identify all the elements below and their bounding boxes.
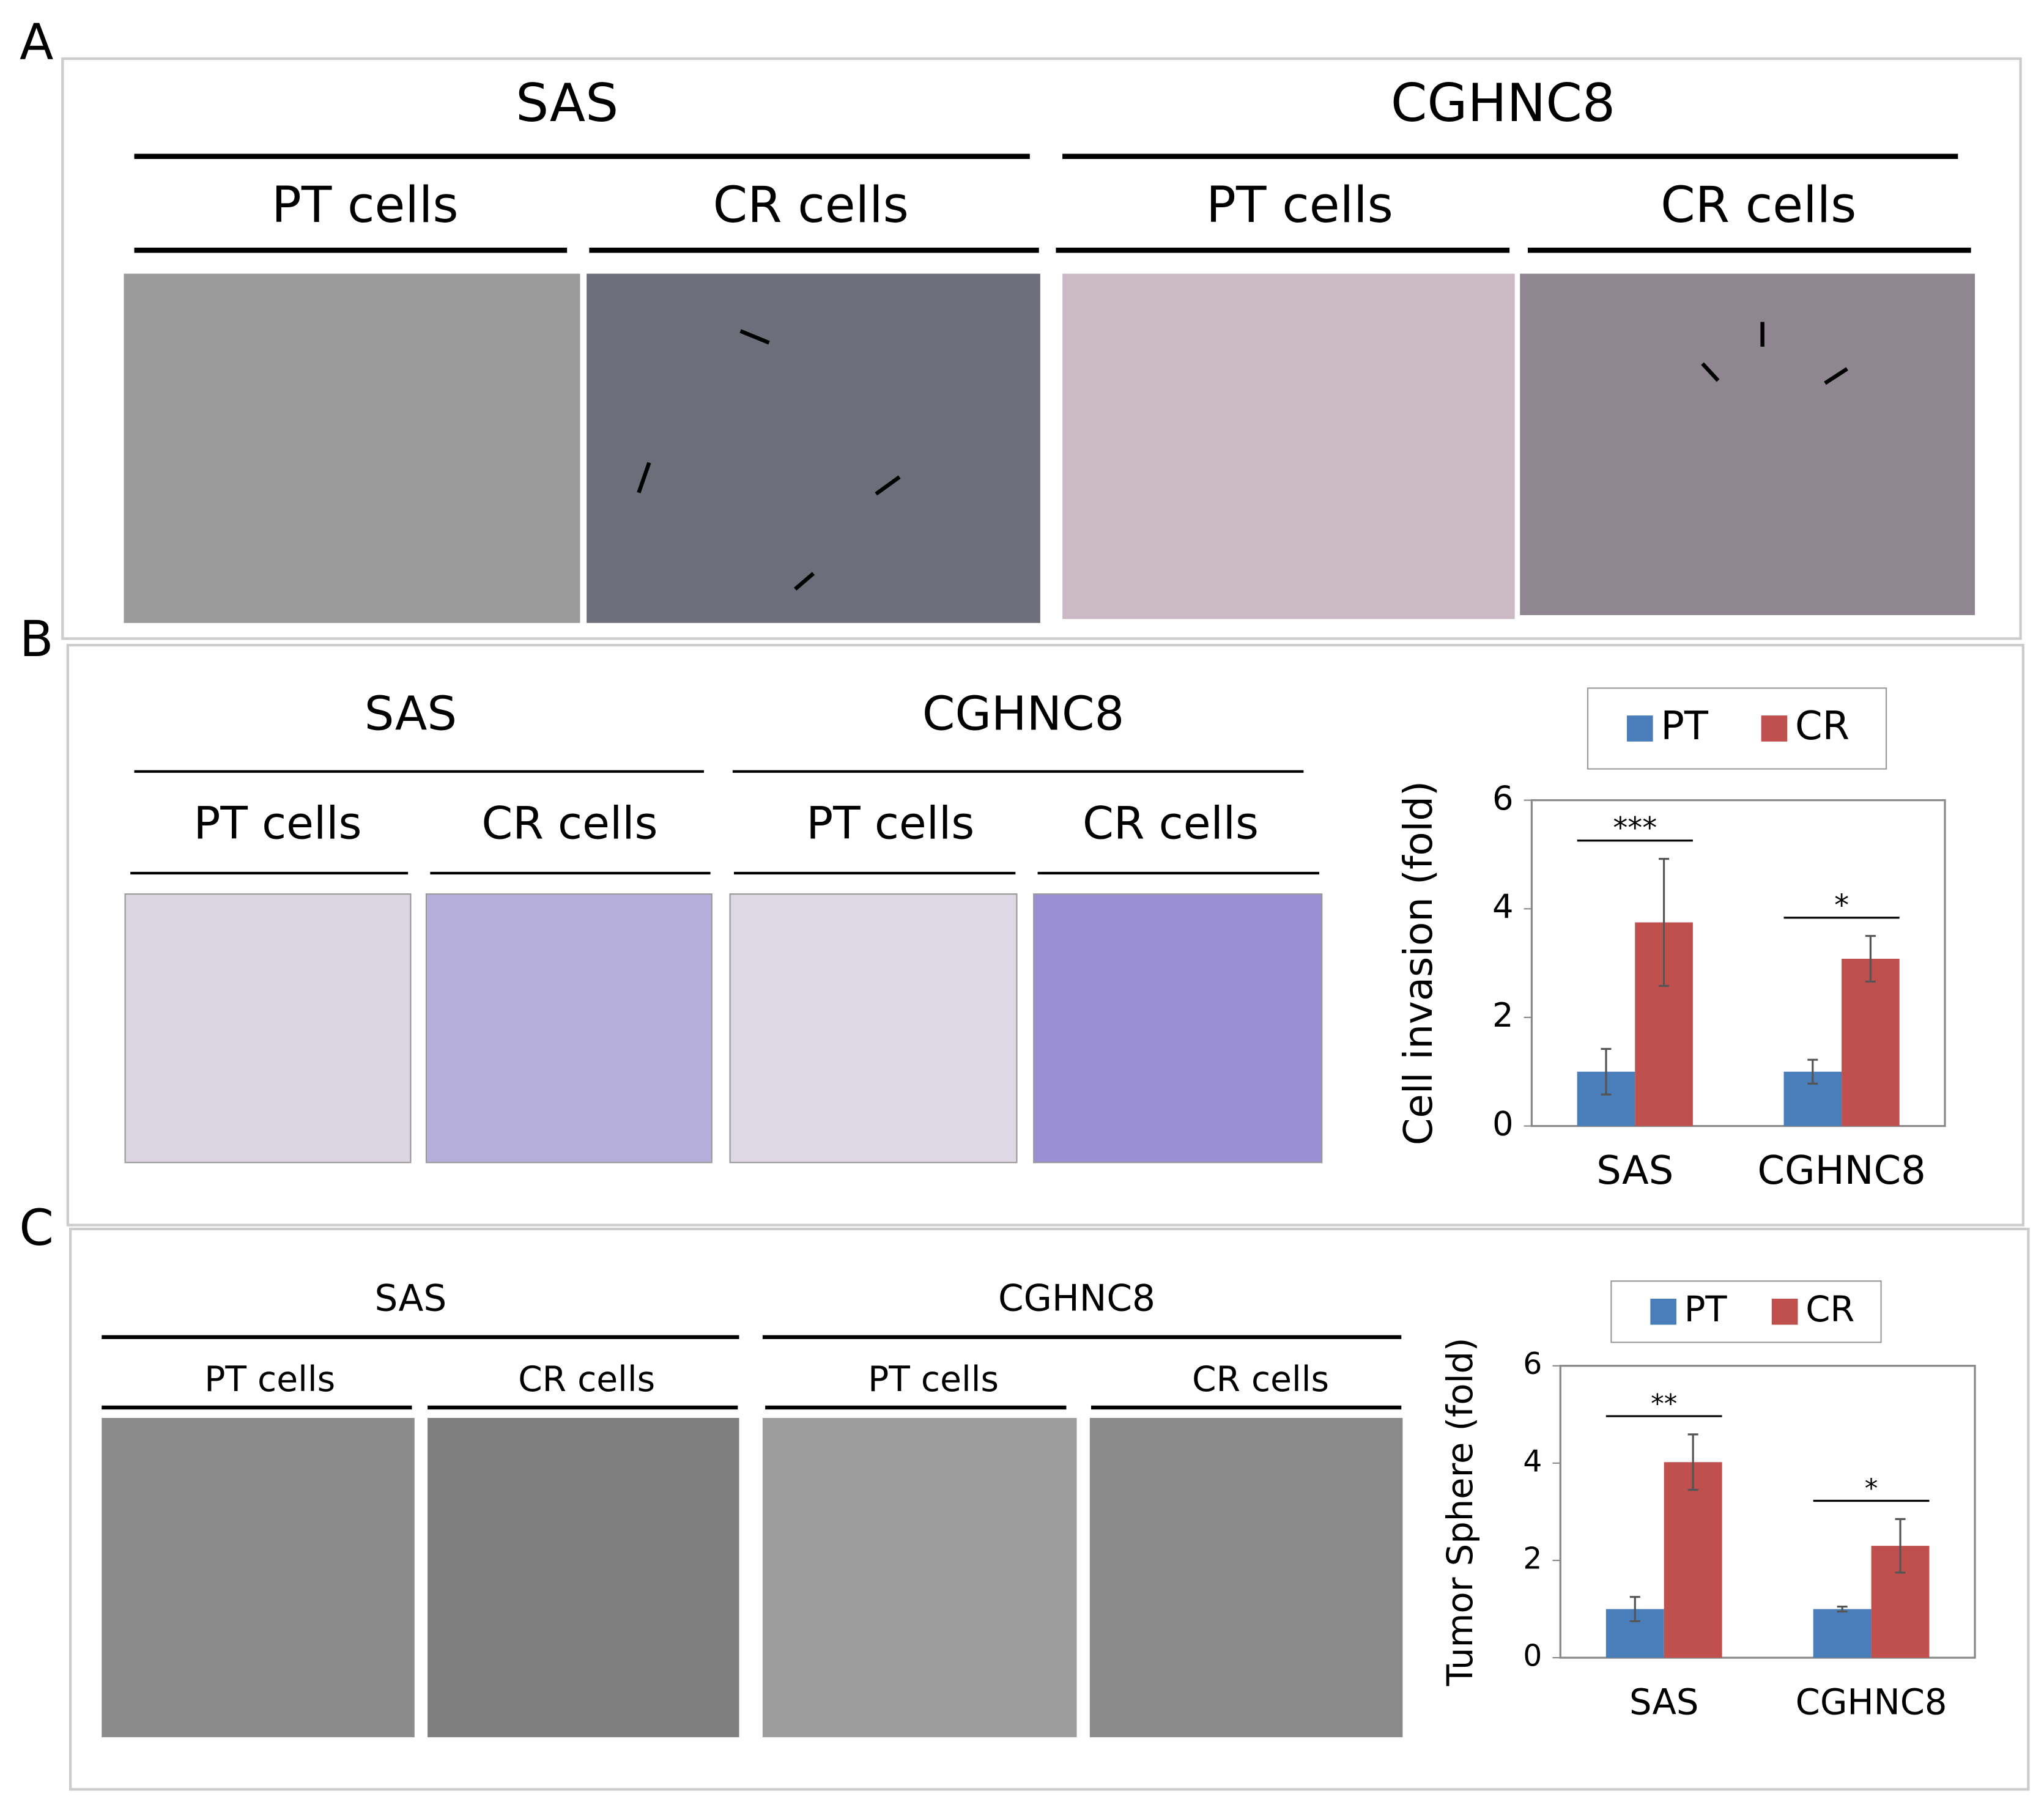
x-tick-label: SAS xyxy=(1596,1148,1673,1194)
micrograph xyxy=(587,273,1040,623)
micrograph xyxy=(102,1417,415,1738)
legend-label: CR xyxy=(1795,704,1850,749)
bar xyxy=(1813,1609,1872,1658)
group-header: SAS xyxy=(516,73,618,134)
legend-swatch xyxy=(1626,715,1653,742)
cell-label: PT cells xyxy=(272,177,459,234)
cell-label: PT cells xyxy=(193,797,361,849)
y-tick-label: 4 xyxy=(1492,887,1514,926)
y-tick-label: 0 xyxy=(1492,1105,1514,1143)
panel-label: A xyxy=(20,14,53,72)
cell-label: PT cells xyxy=(806,797,974,849)
significance-label: * xyxy=(1834,888,1849,923)
error-bar xyxy=(1895,1518,1906,1574)
x-tick-label: CGHNC8 xyxy=(1796,1681,1947,1722)
legend-swatch xyxy=(1761,715,1788,742)
panel-frame xyxy=(61,57,2022,640)
group-header: CGHNC8 xyxy=(1391,73,1615,134)
micrograph xyxy=(1089,1417,1403,1738)
micrograph xyxy=(729,893,1018,1164)
arrows xyxy=(637,322,1848,591)
plot-frame xyxy=(1559,1365,1976,1659)
legend-label: PT xyxy=(1661,704,1709,749)
legend-label: CR xyxy=(1805,1289,1854,1330)
cell-label: PT cells xyxy=(204,1359,335,1400)
y-tick-label: 2 xyxy=(1492,996,1514,1035)
error-bar xyxy=(1865,935,1876,983)
legend-swatch xyxy=(1650,1298,1676,1325)
group-header: CGHNC8 xyxy=(998,1278,1155,1320)
significance-label: *** xyxy=(1613,811,1657,846)
micrograph xyxy=(1033,893,1323,1164)
x-tick-label: CGHNC8 xyxy=(1757,1148,1925,1194)
cell-label: CR cells xyxy=(481,797,657,849)
group-header: CGHNC8 xyxy=(922,687,1124,741)
cell-label: CR cells xyxy=(713,177,909,234)
micrograph xyxy=(428,1417,739,1738)
y-tick-label: 4 xyxy=(1523,1444,1542,1478)
error-bar xyxy=(1601,1047,1612,1096)
error-bar xyxy=(1629,1596,1640,1623)
cell-label: CR cells xyxy=(1083,797,1259,849)
micrograph xyxy=(124,273,580,623)
y-tick-label: 2 xyxy=(1523,1541,1542,1576)
micrograph xyxy=(1520,273,1975,616)
micrograph xyxy=(762,1417,1077,1738)
legend-label: PT xyxy=(1684,1289,1728,1330)
group-header: SAS xyxy=(375,1278,447,1320)
significance-label: * xyxy=(1865,1474,1878,1504)
plot-frame xyxy=(1530,799,1946,1128)
cell-label: CR cells xyxy=(518,1359,655,1400)
panel-label: B xyxy=(20,611,54,668)
error-bar xyxy=(1807,1058,1818,1085)
legend-swatch xyxy=(1771,1298,1798,1325)
error-bar xyxy=(1687,1433,1698,1491)
micrograph xyxy=(1062,273,1515,619)
cell-label: CR cells xyxy=(1192,1359,1329,1400)
panel-frame xyxy=(66,643,2025,1227)
y-tick-label: 6 xyxy=(1492,779,1514,818)
group-header: SAS xyxy=(365,687,457,741)
micrograph xyxy=(124,893,412,1164)
error-bar xyxy=(1659,858,1670,987)
x-tick-label: SAS xyxy=(1629,1681,1698,1722)
cell-label: PT cells xyxy=(1206,177,1393,234)
y-axis-label: Cell invasion (fold) xyxy=(1396,781,1442,1145)
significance-label: ** xyxy=(1651,1389,1677,1420)
cell-label: CR cells xyxy=(1661,177,1856,234)
y-tick-label: 0 xyxy=(1523,1639,1542,1674)
error-bar xyxy=(1837,1605,1848,1613)
micrograph xyxy=(425,893,713,1164)
bar xyxy=(1842,959,1900,1126)
cell-label: PT cells xyxy=(868,1359,999,1400)
bar xyxy=(1664,1462,1722,1658)
panel-frame xyxy=(69,1227,2030,1791)
y-tick-label: 6 xyxy=(1523,1346,1542,1381)
panel-label: C xyxy=(19,1200,54,1257)
y-axis-label: Tumor Sphere (fold) xyxy=(1440,1337,1481,1686)
